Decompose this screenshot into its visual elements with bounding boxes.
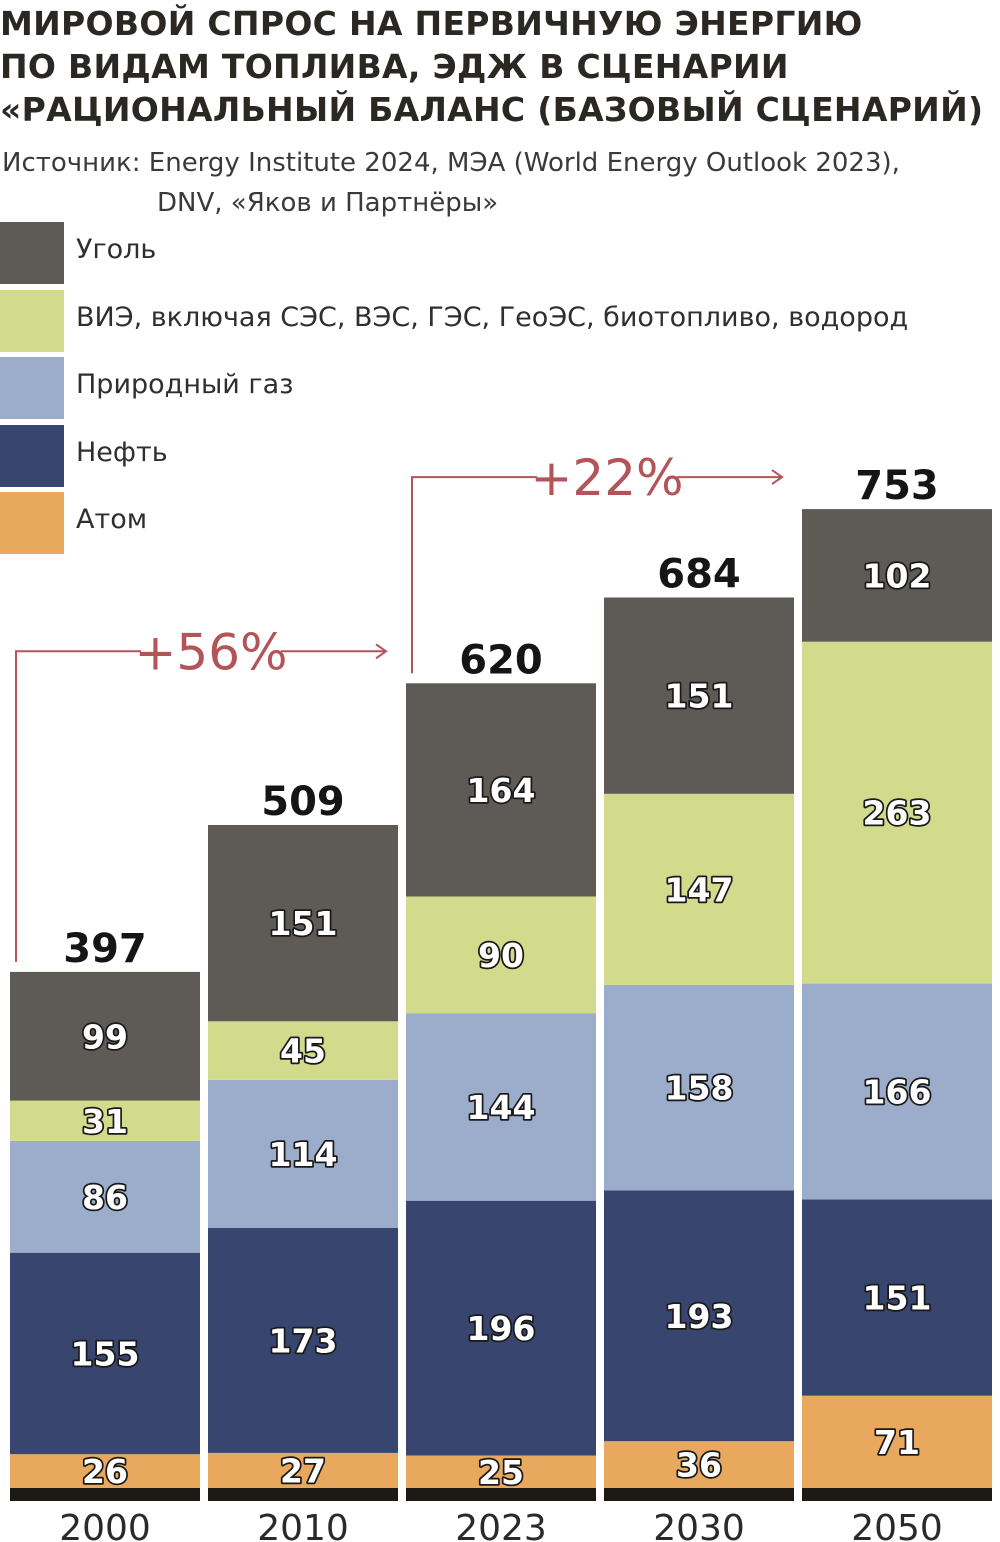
legend-item-nuclear: Атом [0, 492, 960, 554]
value-label-coal-2030: 151 [665, 677, 734, 716]
value-label-nuclear-2050: 71 [874, 1423, 920, 1462]
category-label-2050: 2050 [851, 1508, 943, 1542]
value-label-coal-2023: 164 [467, 771, 536, 810]
bar-segment-renewables-2030 [604, 793, 794, 985]
legend-item-coal: Уголь [0, 222, 960, 284]
bar-segment-nuclear-2010 [208, 1452, 398, 1488]
value-label-nuclear-2030: 36 [676, 1446, 722, 1485]
category-label-2030: 2030 [653, 1508, 745, 1542]
bar-segment-gas-2030 [604, 984, 794, 1191]
baseline-2000 [10, 1488, 200, 1501]
value-label-gas-2000: 86 [82, 1178, 128, 1217]
value-label-nuclear-2010: 27 [280, 1451, 326, 1490]
legend-label-renewables: ВИЭ, включая СЭС, ВЭС, ГЭС, ГеоЭС, биото… [76, 302, 909, 333]
growth-arrow-line-1 [15, 650, 141, 962]
category-label-2010: 2010 [257, 1508, 349, 1542]
value-label-gas-2030: 158 [665, 1069, 734, 1108]
bar-segment-gas-2050 [802, 983, 992, 1200]
value-label-oil-2030: 193 [665, 1297, 734, 1336]
growth-arrow-head-2 [771, 469, 784, 485]
legend-item-oil: Нефть [0, 425, 960, 487]
title-line-3: «РАЦИОНАЛЬНЫЙ БАЛАНС (БАЗОВЫЙ СЦЕНАРИЙ) [0, 90, 984, 129]
source-line-1: Источник: Energy Institute 2024, МЭА (Wo… [2, 148, 900, 178]
value-label-coal-2010: 151 [269, 904, 338, 943]
total-label-2030: 684 [657, 552, 741, 598]
value-label-nuclear-2000: 26 [82, 1452, 128, 1491]
value-label-coal-2000: 99 [82, 1017, 128, 1056]
legend-item-gas: Природный газ [0, 357, 960, 419]
source-note: Источник: Energy Institute 2024, МЭА (Wo… [2, 143, 900, 223]
legend-label-oil: Нефть [76, 437, 168, 468]
value-label-nuclear-2023: 25 [478, 1453, 524, 1492]
bar-segment-renewables-2000 [10, 1100, 200, 1141]
value-label-renewables-2010: 45 [280, 1032, 326, 1071]
bar-segment-gas-2000 [10, 1140, 200, 1253]
value-label-oil-2023: 196 [467, 1309, 536, 1348]
legend-swatch-renewables [0, 290, 64, 352]
value-label-renewables-2030: 147 [665, 870, 734, 909]
growth-label-1: +56% [134, 623, 287, 681]
bar-segment-oil-2010 [208, 1228, 398, 1453]
category-label-2023: 2023 [455, 1508, 547, 1542]
baseline-2050 [802, 1488, 992, 1501]
category-label-2000: 2000 [59, 1508, 151, 1542]
value-label-oil-2050: 151 [863, 1279, 932, 1318]
legend-swatch-nuclear [0, 492, 64, 554]
title-line-1: МИРОВОЙ СПРОС НА ПЕРВИЧНУЮ ЭНЕРГИЮ [0, 4, 863, 43]
value-label-oil-2010: 173 [269, 1321, 338, 1360]
bar-segment-renewables-2010 [208, 1021, 398, 1080]
bar-segment-coal-2023 [406, 683, 596, 897]
legend-label-gas: Природный газ [76, 369, 294, 400]
legend-swatch-gas [0, 357, 64, 419]
value-label-oil-2000: 155 [71, 1334, 140, 1373]
legend-swatch-oil [0, 425, 64, 487]
growth-label-2: +22% [530, 449, 683, 507]
value-label-gas-2023: 144 [467, 1088, 536, 1127]
baseline-2010 [208, 1488, 398, 1501]
bar-segment-oil-2023 [406, 1200, 596, 1456]
value-label-renewables-2000: 31 [82, 1102, 128, 1141]
total-label-2023: 620 [459, 637, 543, 683]
bar-segment-renewables-2023 [406, 896, 596, 1014]
bar-segment-coal-2000 [10, 971, 200, 1101]
value-label-gas-2010: 114 [269, 1135, 338, 1174]
baseline-2030 [604, 1488, 794, 1501]
bar-segment-oil-2050 [802, 1199, 992, 1396]
chart-title: МИРОВОЙ СПРОС НА ПЕРВИЧНУЮ ЭНЕРГИЮ ПО ВИ… [0, 2, 990, 131]
bar-segment-oil-2030 [604, 1190, 794, 1442]
bar-segment-nuclear-2000 [10, 1454, 200, 1488]
growth-arrow-line-2 [411, 476, 537, 674]
bar-segment-coal-2050 [802, 509, 992, 642]
title-line-2: ПО ВИДАМ ТОПЛИВА, ЭДЖ В СЦЕНАРИИ [0, 47, 789, 86]
bar-segment-nuclear-2023 [406, 1455, 596, 1488]
bar-segment-coal-2030 [604, 597, 794, 794]
total-label-2000: 397 [63, 926, 147, 972]
bar-segment-oil-2000 [10, 1252, 200, 1455]
legend-swatch-coal [0, 222, 64, 284]
value-label-renewables-2023: 90 [478, 936, 524, 975]
value-label-coal-2050: 102 [863, 556, 932, 595]
bar-segment-gas-2010 [208, 1079, 398, 1228]
baseline-2023 [406, 1488, 596, 1501]
bar-segment-gas-2023 [406, 1013, 596, 1201]
bar-segment-nuclear-2030 [604, 1441, 794, 1488]
total-label-2050: 753 [855, 463, 939, 509]
legend-label-nuclear: Атом [76, 504, 148, 535]
bar-segment-coal-2010 [208, 825, 398, 1022]
total-label-2010: 509 [261, 779, 345, 825]
bar-segment-renewables-2050 [802, 641, 992, 984]
value-label-renewables-2050: 263 [863, 794, 932, 833]
growth-arrow-head-1 [375, 643, 388, 660]
bar-segment-nuclear-2050 [802, 1395, 992, 1488]
legend-item-renewables: ВИЭ, включая СЭС, ВЭС, ГЭС, ГеоЭС, биото… [0, 290, 960, 352]
value-label-gas-2050: 166 [863, 1073, 932, 1112]
legend-label-coal: Уголь [76, 234, 157, 265]
source-line-2: DNV, «Яков и Партнёры» [157, 188, 499, 218]
